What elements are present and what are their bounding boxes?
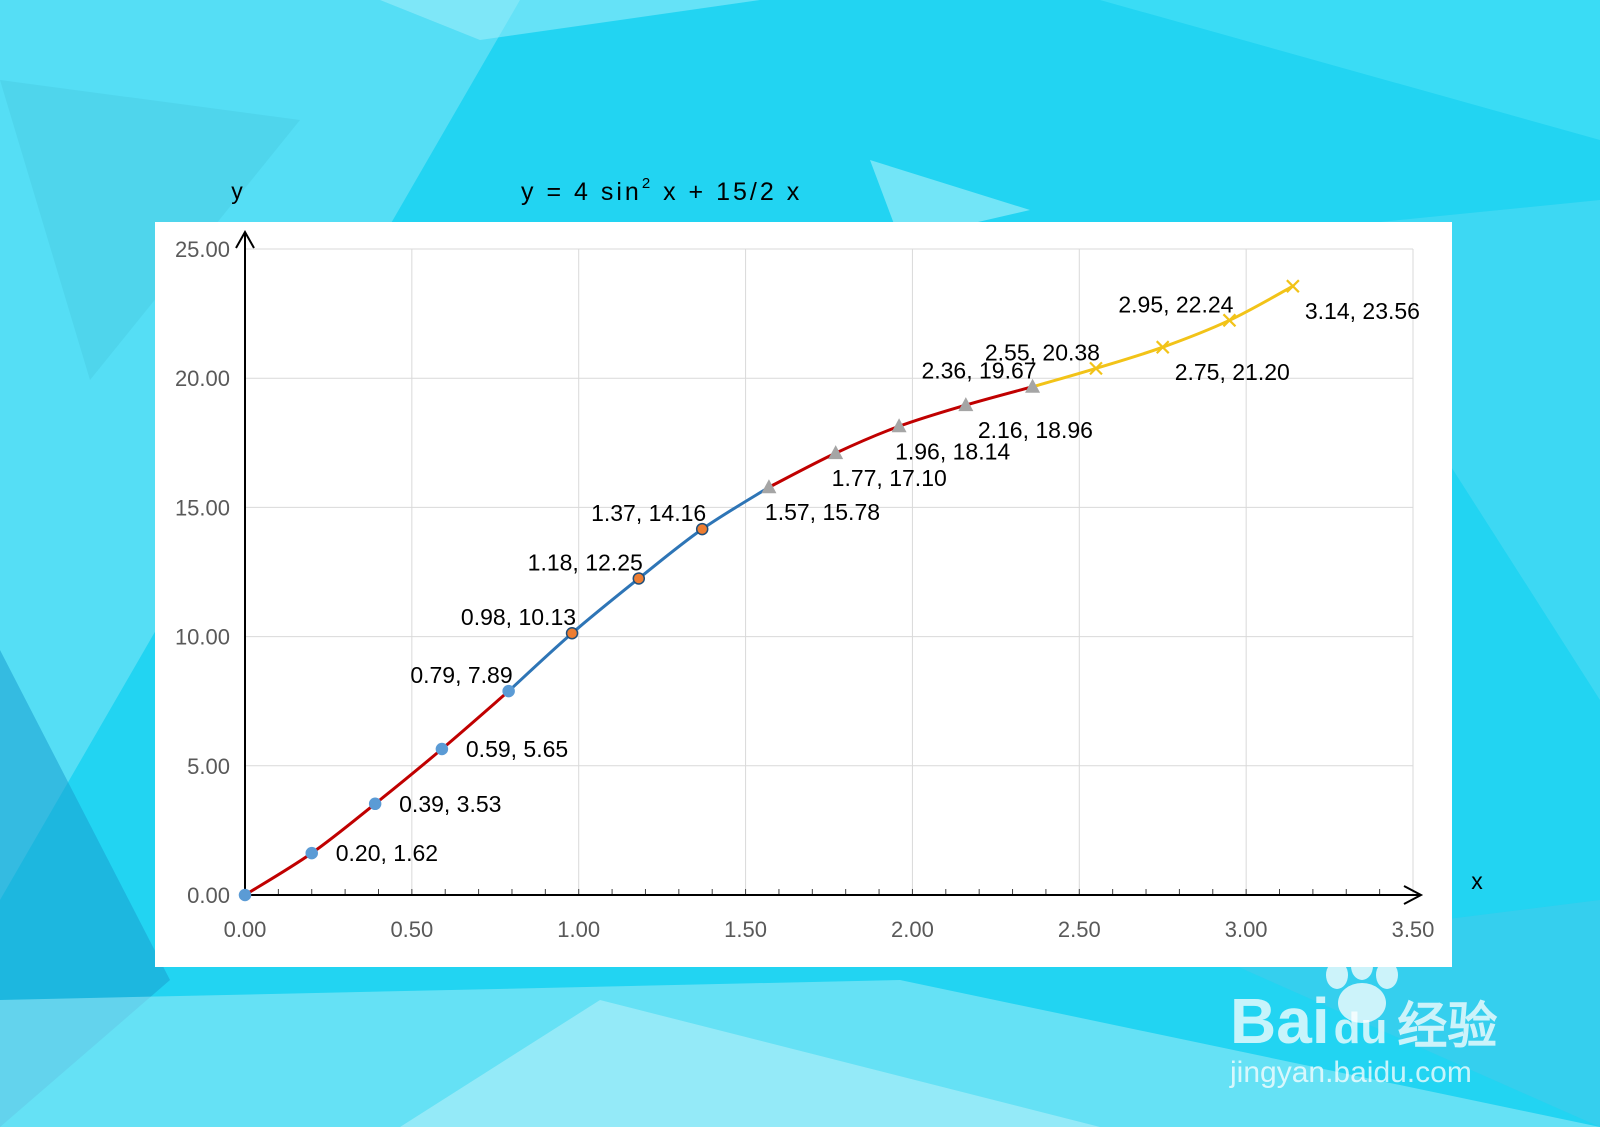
data-label: 0.98, 10.13 [461,604,576,630]
data-label: 0.59, 5.65 [466,736,568,762]
x-tick-label: 2.00 [891,917,934,942]
data-point [565,626,579,640]
data-label: 1.96, 18.14 [895,438,1010,464]
data-point [435,742,449,756]
data-point [1089,361,1103,376]
x-tick-label: 3.50 [1392,917,1435,942]
data-point [1222,313,1237,328]
x-tick-label: 0.50 [390,917,433,942]
data-point [828,445,844,460]
y-tick-label: 0.00 [187,883,230,908]
data-label: 2.55, 20.38 [985,339,1100,365]
data-label: 0.79, 7.89 [410,662,512,688]
paw-logo-icon [1326,952,1398,1023]
chart-title-formula: y = 4 sin2 x + 15/2 x [521,175,802,206]
data-point [632,572,646,585]
data-label: 0.20, 1.62 [336,840,438,866]
data-point [958,397,974,412]
data-point-stroke [1286,279,1300,293]
data-point [368,797,382,811]
series-markers [238,279,1300,902]
data-point-stroke [1089,361,1103,376]
y-tick-label: 10.00 [175,625,230,650]
data-point [502,684,515,698]
data-label: 1.18, 12.25 [528,549,643,575]
watermark-url: jingyan.baidu.com [1229,1056,1472,1089]
data-point [891,418,907,433]
formula-prefix: y = 4 sin [521,178,642,206]
y-tick-label: 25.00 [175,237,230,262]
data-point [761,479,777,494]
formula-suffix: x + 15/2 x [653,178,802,206]
y-axis-label: y [231,178,243,204]
data-point [238,888,252,902]
gridlines [245,248,1414,895]
x-tick-label: 3.00 [1225,917,1268,942]
baidu-watermark: Baidu 经验 jingyan.baidu.com [1229,952,1497,1089]
data-point-stroke [1222,313,1237,328]
plot-area [155,222,1452,967]
data-label: 0.39, 3.53 [399,791,501,817]
data-point-stroke [1155,340,1170,354]
tick-labels: 0.00 0.50 1.00 1.50 2.00 2.50 3.00 3.50 0.00 5.00… [175,237,1434,942]
data-label: 2.36, 19.67 [921,358,1036,384]
data-label: 1.77, 17.10 [832,465,947,491]
data-label: 1.37, 14.16 [591,500,706,526]
data-label: 3.14, 23.56 [1305,298,1420,324]
y-tick-label: 20.00 [175,366,230,391]
data-label: 2.16, 18.96 [978,417,1093,443]
y-tick-label: 5.00 [187,754,230,779]
formula-exponent: 2 [642,175,653,192]
y-tick-label: 15.00 [175,495,230,520]
x-tick-label: 1.50 [724,917,767,942]
data-point [305,846,318,860]
data-label: 1.57, 15.78 [765,499,880,525]
data-point [695,522,709,536]
y-axis-arrow-icon [235,229,255,249]
x-tick-label: 1.00 [557,917,600,942]
data-point [1155,340,1170,354]
data-point [1286,279,1300,293]
watermark-brand: Baidu 经验 [1230,985,1497,1057]
axes [235,229,1424,905]
data-point [1025,378,1041,393]
data-label: 2.95, 22.24 [1118,291,1233,317]
data-label: 2.75, 21.20 [1175,359,1290,385]
x-axis-arrow-icon [1403,885,1424,905]
x-tick-label: 2.50 [1058,917,1101,942]
x-axis-label: x [1471,868,1483,894]
x-tick-label: 0.00 [224,917,267,942]
data-labels: 0.20, 1.62 0.39, 3.53 0.59, 5.65 0.79, 7.89… [336,291,1420,866]
